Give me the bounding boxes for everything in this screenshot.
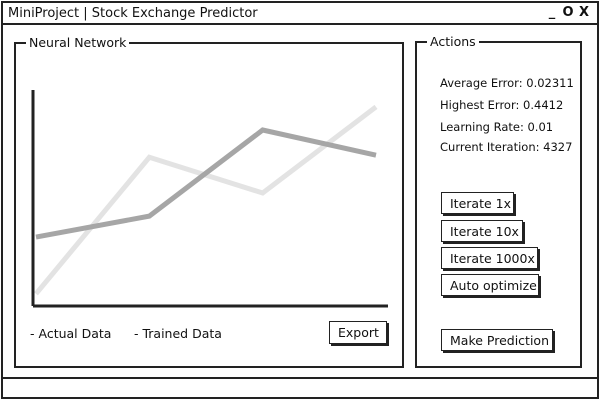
- stat-label: Average Error: [440, 76, 519, 90]
- stat-value: 0.02311: [526, 76, 574, 90]
- series-line-actual-data: [34, 104, 378, 296]
- series-line-trained-data: [35, 127, 377, 240]
- auto-optimize-button[interactable]: Auto optimize: [441, 274, 539, 296]
- iterate-1x-button[interactable]: Iterate 1x: [441, 192, 514, 214]
- stat-value: 0.4412: [523, 98, 564, 112]
- window-controls: _ O X: [545, 5, 591, 21]
- window-title: MiniProject | Stock Exchange Predictor: [8, 6, 258, 21]
- iterate-10x-button[interactable]: Iterate 10x: [441, 220, 523, 242]
- stat-label: Learning Rate: [440, 120, 520, 134]
- minimize-icon[interactable]: _: [548, 5, 556, 20]
- maximize-icon[interactable]: O: [562, 5, 574, 20]
- stat-learning-rate: Learning Rate: 0.01: [440, 120, 554, 134]
- stat-label: Current Iteration: [440, 140, 536, 154]
- make-prediction-button[interactable]: Make Prediction: [441, 329, 553, 351]
- stat-value: 4327: [543, 140, 573, 154]
- actions-label: Actions: [427, 34, 479, 49]
- stat-value: 0.01: [527, 120, 554, 134]
- status-bar: [3, 377, 597, 397]
- title-bar: MiniProject | Stock Exchange Predictor _…: [3, 3, 597, 25]
- legend-actual-data: - Actual Data: [30, 326, 112, 341]
- export-button[interactable]: Export: [329, 321, 387, 344]
- stat-highest-error: Highest Error: 0.4412: [440, 98, 564, 112]
- legend-trained-data: - Trained Data: [134, 326, 222, 341]
- close-icon[interactable]: X: [578, 5, 590, 20]
- actions-panel: Actions: [415, 34, 582, 368]
- stat-average-error: Average Error: 0.02311: [440, 76, 574, 90]
- neural-network-label: Neural Network: [26, 35, 130, 50]
- neural-network-panel: Neural Network: [14, 35, 404, 368]
- stat-current-iteration: Current Iteration: 4327: [440, 140, 573, 154]
- chart-series: [34, 104, 378, 296]
- stat-label: Highest Error: [440, 98, 516, 112]
- network-chart: [31, 90, 388, 308]
- iterate-1000x-button[interactable]: Iterate 1000x: [441, 247, 538, 269]
